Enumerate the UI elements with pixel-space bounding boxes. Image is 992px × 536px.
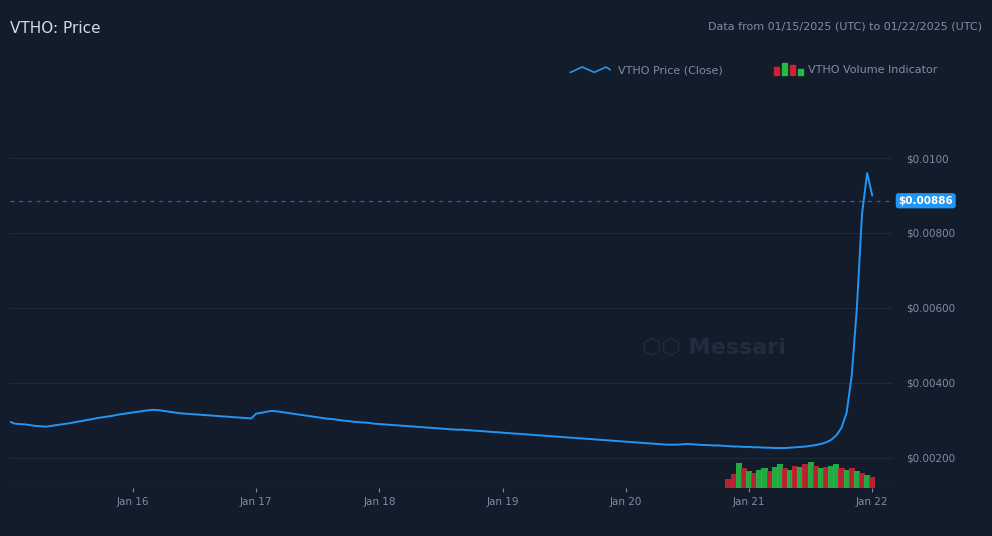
- Bar: [869, 477, 875, 488]
- Bar: [854, 471, 860, 488]
- Bar: [807, 461, 813, 488]
- Bar: [736, 463, 742, 488]
- Text: $0.00886: $0.00886: [899, 196, 953, 206]
- Bar: [767, 471, 773, 488]
- Bar: [838, 468, 844, 488]
- Bar: [828, 466, 834, 488]
- Bar: [812, 466, 818, 488]
- Bar: [843, 470, 850, 488]
- Bar: [762, 468, 768, 488]
- Text: ⬡⬡ Messari: ⬡⬡ Messari: [642, 338, 787, 359]
- Bar: [730, 474, 737, 488]
- Bar: [823, 467, 829, 488]
- Bar: [746, 471, 752, 488]
- Bar: [741, 468, 747, 488]
- Bar: [817, 468, 824, 488]
- Bar: [772, 467, 778, 488]
- Bar: [756, 470, 763, 488]
- Bar: [793, 466, 799, 488]
- Bar: [849, 468, 855, 488]
- Text: Data from 01/15/2025 (UTC) to 01/22/2025 (UTC): Data from 01/15/2025 (UTC) to 01/22/2025…: [708, 21, 982, 32]
- Bar: [859, 473, 865, 488]
- Text: VTHO Price (Close): VTHO Price (Close): [618, 65, 723, 75]
- Bar: [864, 475, 870, 488]
- Bar: [787, 470, 794, 488]
- Bar: [803, 464, 808, 488]
- Bar: [751, 473, 757, 488]
- Bar: [833, 464, 839, 488]
- Bar: [798, 467, 804, 488]
- Bar: [782, 468, 788, 488]
- Bar: [777, 464, 783, 488]
- Text: VTHO: Price: VTHO: Price: [10, 21, 100, 36]
- Bar: [725, 480, 732, 488]
- Text: VTHO Volume Indicator: VTHO Volume Indicator: [808, 65, 937, 75]
